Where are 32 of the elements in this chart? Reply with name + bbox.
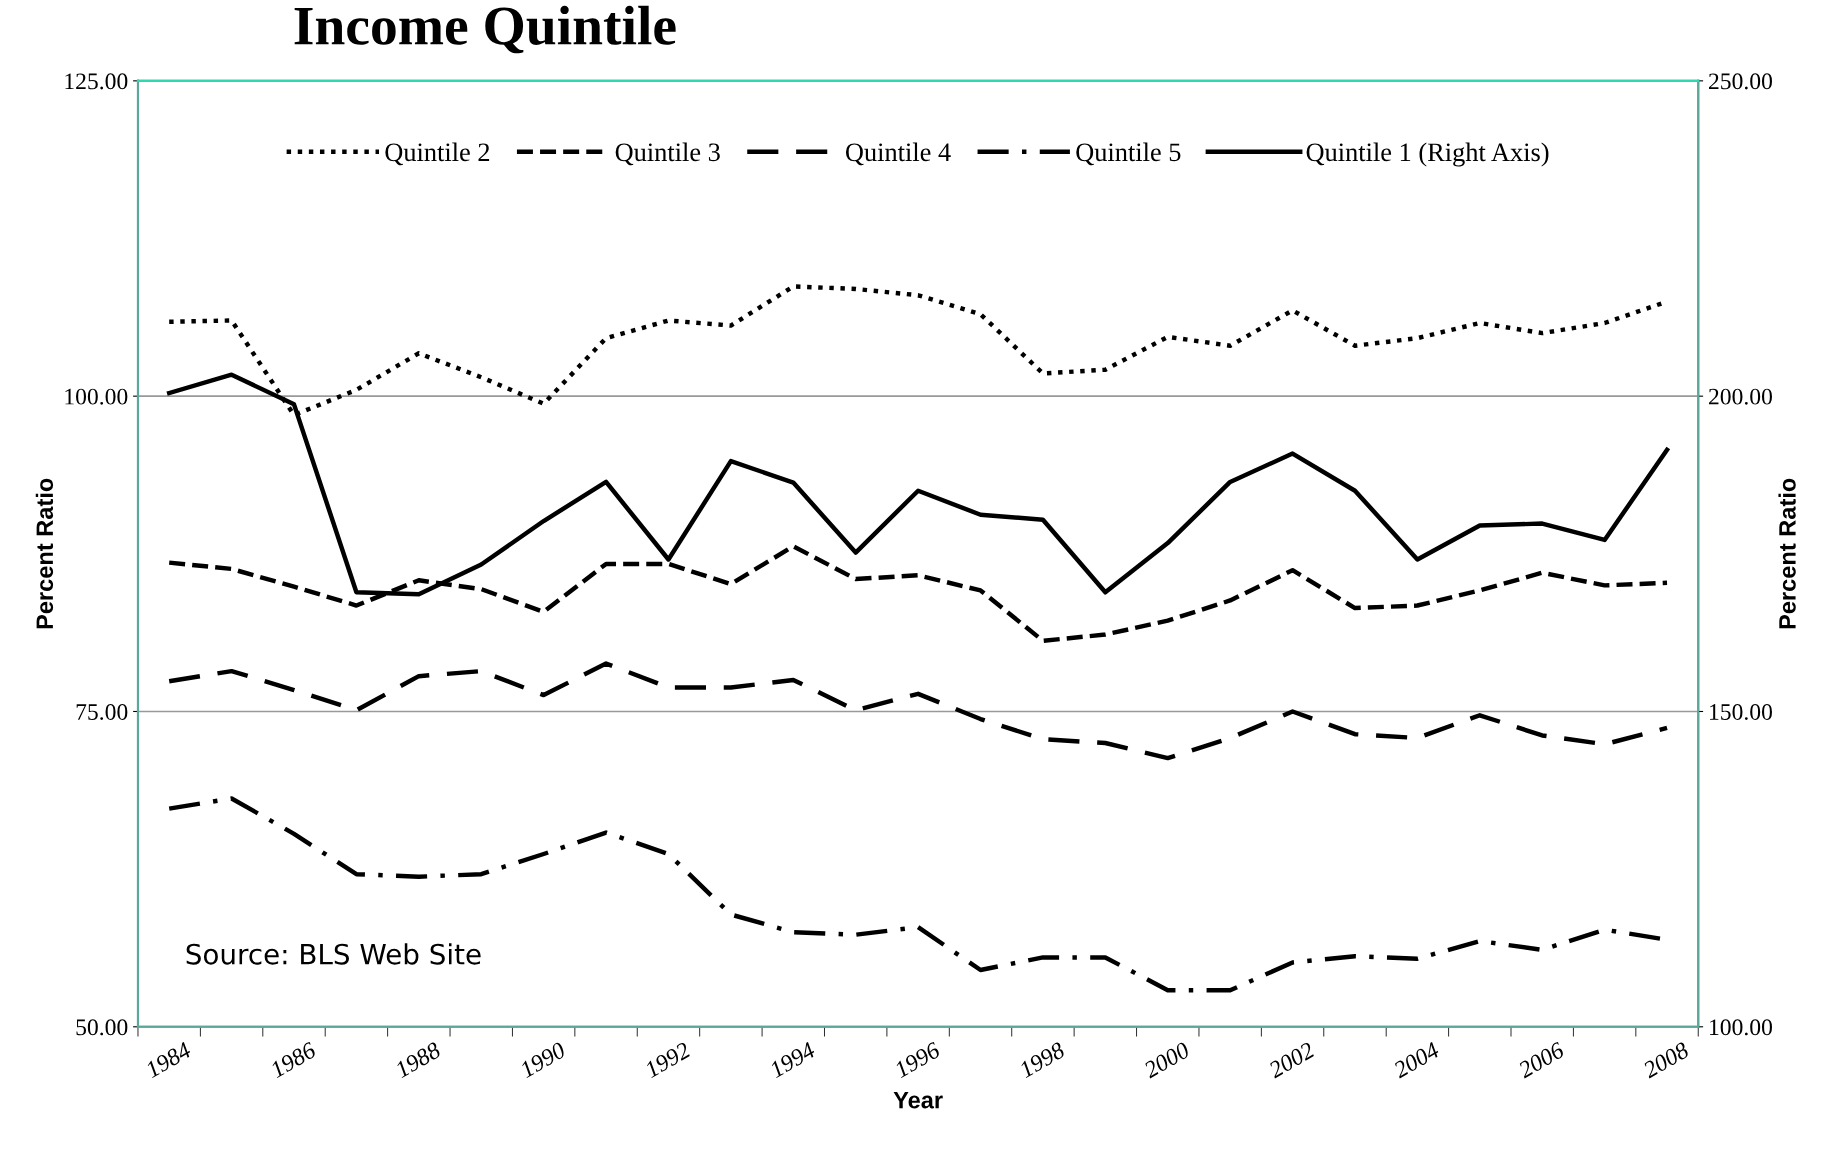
line-series [166,661,1670,761]
x-tick-label: 1988 [394,1041,442,1079]
y2-tick-label: 200.00 [1709,388,1772,405]
x-tick-label: 2006 [1516,1041,1566,1079]
x-tick-label: 1984 [144,1041,193,1079]
legend-label: Quintile 2 [385,142,490,166]
x-tick-label: 1994 [768,1041,817,1079]
x-axis-title: Year [893,1092,943,1109]
x-tick-label: 1996 [893,1041,942,1079]
y2-tick-label: 150.00 [1710,703,1772,721]
annotation: Source: BLS Web Site [186,943,481,965]
y-axis-title: Percent Ratio [35,478,54,629]
x-tick-label: 1986 [269,1041,318,1079]
y-tick-label: 50.00 [76,1019,128,1036]
legend-label: Quintile 5 [1076,142,1181,166]
y2-tick-label: 250.00 [1709,73,1772,90]
legend-label: Quintile 4 [845,142,951,166]
x-tick-label: 2004 [1391,1041,1441,1079]
x-tick-label: 2002 [1267,1041,1316,1079]
legend-label: Quintile 3 [615,142,720,166]
chart-title: Income Quintile [294,5,676,54]
legend-label: Quintile 1 (Right Axis) [1306,142,1549,167]
y2-tick-label: 100.00 [1710,1019,1772,1036]
x-tick-label: 2000 [1142,1041,1191,1079]
y-tick-label: 125.00 [65,73,128,90]
y-tick-label: 100.00 [65,388,128,405]
x-tick-label: 1992 [643,1041,692,1079]
x-tick-label: 2008 [1641,1041,1691,1079]
y2-axis-title: Percent Ratio [1778,478,1796,629]
y-tick-label: 75.00 [76,703,128,721]
x-tick-label: 1998 [1018,1041,1067,1079]
x-tick-label: 1990 [518,1041,567,1079]
